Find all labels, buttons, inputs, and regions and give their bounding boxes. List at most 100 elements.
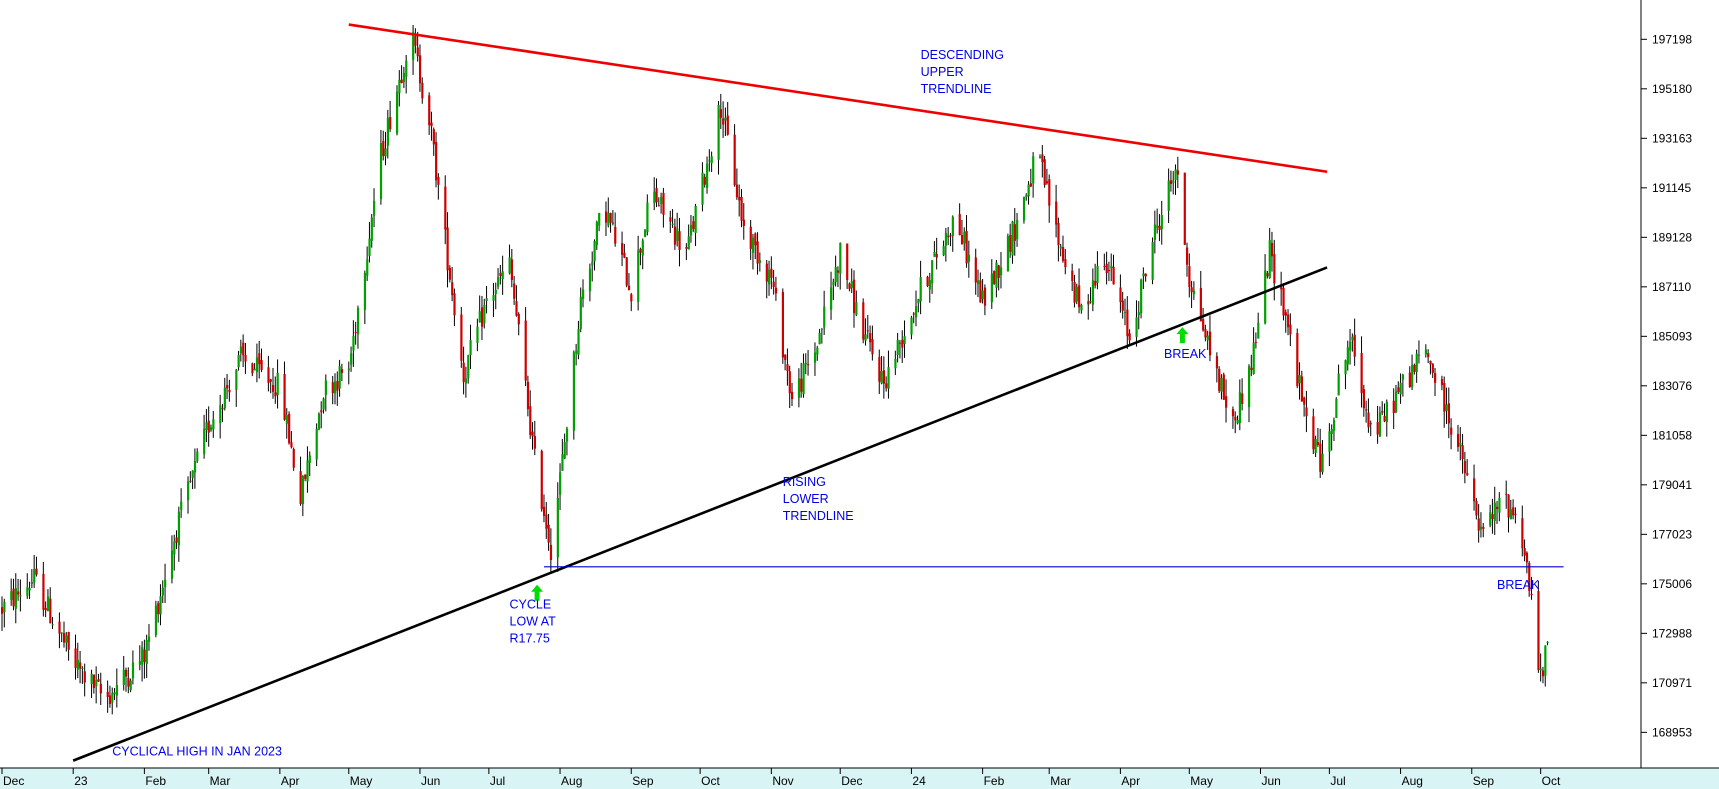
candle-down xyxy=(685,247,688,249)
y-tick-label: 177023 xyxy=(1652,527,1692,541)
candle-up xyxy=(1509,509,1513,520)
candle-up xyxy=(1075,286,1078,302)
candle-down xyxy=(320,410,323,413)
candle-up xyxy=(637,250,640,302)
candle-down xyxy=(1282,288,1285,316)
candle-up xyxy=(977,280,980,285)
candle-down xyxy=(1284,312,1287,316)
x-tick-label: Feb xyxy=(145,774,166,788)
rising-lower-trendline xyxy=(72,266,1328,762)
candle-down xyxy=(1300,376,1304,402)
candle-down xyxy=(1041,154,1044,163)
candle-down xyxy=(673,226,677,245)
candle-down xyxy=(912,313,915,315)
candle-up xyxy=(115,685,119,696)
candle-down xyxy=(742,219,745,226)
candle-down xyxy=(979,280,982,303)
candle-up xyxy=(485,298,488,301)
x-axis-band xyxy=(0,768,1719,789)
candle-up xyxy=(1445,404,1448,411)
candle-down xyxy=(1312,416,1315,450)
candle-up xyxy=(1123,311,1127,313)
candle-down xyxy=(460,314,463,361)
annotation-line: DESCENDING xyxy=(921,48,1004,62)
candle-up xyxy=(1351,336,1354,341)
annotation-line: CYCLE xyxy=(510,598,552,612)
candle-down xyxy=(542,506,546,516)
candle-down xyxy=(269,379,272,382)
y-tick-label: 170971 xyxy=(1652,676,1692,690)
candle-down xyxy=(331,382,334,394)
candle-up xyxy=(508,257,511,274)
candle-up xyxy=(1399,382,1402,395)
candle-down xyxy=(1241,393,1244,405)
candle-down xyxy=(1204,329,1207,338)
descending-upper-trendline xyxy=(348,23,1328,174)
candle-down xyxy=(143,649,146,662)
annotation-line: LOW AT xyxy=(510,615,557,629)
candle-up xyxy=(141,647,144,665)
x-tick-label: Aug xyxy=(561,774,582,788)
candle-down xyxy=(1440,379,1444,386)
candle-down xyxy=(271,384,275,392)
candle-up xyxy=(467,354,470,379)
candle-down xyxy=(242,342,245,356)
candle-up xyxy=(285,415,288,424)
candle-down xyxy=(1541,670,1545,677)
candle-up xyxy=(710,156,713,164)
candle-down xyxy=(499,272,502,277)
candle-down xyxy=(515,301,518,316)
rising-lower-trendline-label: RISING LOWER TRENDLINE xyxy=(783,475,854,523)
annotation-line: CYCLICAL HIGH IN JAN 2023 xyxy=(112,745,282,759)
candle-down xyxy=(1303,397,1306,405)
candle-up xyxy=(235,369,238,390)
candle-up xyxy=(1192,290,1196,295)
candle-down xyxy=(99,683,102,694)
x-tick-label: Dec xyxy=(841,774,862,788)
candle-up xyxy=(593,241,596,262)
candle-down xyxy=(382,140,385,156)
x-tick-label: May xyxy=(1190,774,1213,788)
candle-down xyxy=(448,268,452,280)
x-tick-label: Jul xyxy=(490,774,505,788)
candle-up xyxy=(138,661,141,665)
candle-down xyxy=(283,373,286,420)
candle-up xyxy=(350,353,353,365)
candle-down xyxy=(304,474,307,479)
candle-down xyxy=(786,364,789,372)
candle-down xyxy=(926,276,929,286)
candle-up xyxy=(588,268,592,292)
candle-down xyxy=(1094,280,1097,286)
candle-up xyxy=(910,317,913,335)
candle-up xyxy=(368,238,371,256)
candle-down xyxy=(1064,259,1067,268)
candle-up xyxy=(1330,429,1333,435)
candle-up xyxy=(497,277,500,287)
candle-up xyxy=(26,587,29,596)
candle-up xyxy=(1298,375,1301,384)
candle-up xyxy=(1544,645,1547,676)
candle-up xyxy=(478,311,481,323)
candle-down xyxy=(1158,225,1161,230)
candle-up xyxy=(942,246,945,256)
candle-down xyxy=(1266,273,1269,277)
candle-down xyxy=(1353,334,1356,357)
candle-up xyxy=(1459,442,1462,447)
candle-up xyxy=(205,422,208,431)
candle-down xyxy=(446,227,449,271)
candle-up xyxy=(1252,342,1255,374)
candle-down xyxy=(1482,526,1485,529)
candle-up xyxy=(1089,301,1092,303)
candle-up xyxy=(1236,419,1239,424)
candle-down xyxy=(35,568,38,575)
y-tick-label: 183076 xyxy=(1652,379,1692,393)
candle-down xyxy=(726,115,729,135)
candle-down xyxy=(1319,443,1322,472)
x-tick-label: Mar xyxy=(210,774,231,788)
candle-up xyxy=(561,454,564,471)
candle-down xyxy=(1273,253,1276,284)
candle-down xyxy=(1369,423,1372,425)
candle-down xyxy=(853,279,856,314)
candle-down xyxy=(1525,552,1529,563)
candle-down xyxy=(106,691,109,698)
